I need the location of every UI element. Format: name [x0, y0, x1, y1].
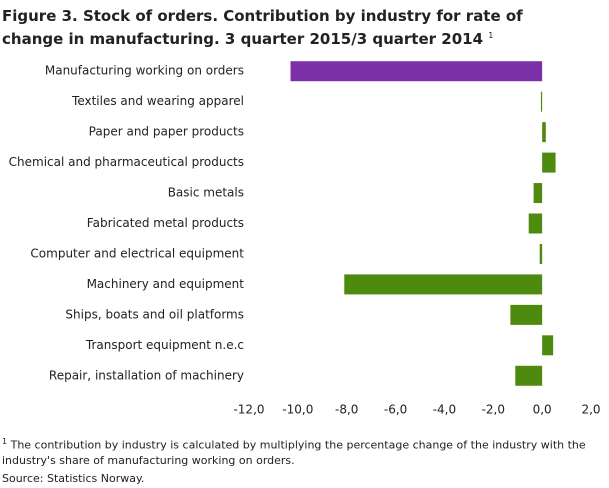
- y-tick-label: Fabricated metal products: [87, 216, 244, 230]
- y-tick-label: Repair, installation of machinery: [49, 368, 244, 382]
- title-note: 1: [488, 31, 494, 40]
- x-tick-label: 0,0: [533, 403, 552, 417]
- bar: [542, 335, 554, 356]
- bar: [290, 61, 543, 82]
- footnote: 1 The contribution by industry is calcul…: [2, 434, 602, 468]
- x-tick-label: -4,0: [433, 403, 456, 417]
- bar: [540, 91, 543, 112]
- footnote-text: The contribution by industry is calculat…: [2, 438, 586, 467]
- x-tick-label: -2,0: [482, 403, 505, 417]
- bar: [510, 304, 543, 325]
- bar: [542, 152, 556, 173]
- chart-title-block: Figure 3. Stock of orders. Contribution …: [2, 6, 562, 49]
- x-tick-label: 2,0: [581, 403, 600, 417]
- bar: [542, 122, 546, 143]
- bar: [515, 365, 543, 386]
- y-tick-label: Manufacturing working on orders: [45, 64, 244, 78]
- chart-title: Figure 3. Stock of orders. Contribution …: [2, 7, 523, 48]
- bar: [539, 243, 543, 264]
- chart: -12,0 -10,0 -8,0 -6,0 -4,0 -2,0 0,0 2,0 Manufact…: [9, 61, 601, 417]
- source: Source: Statistics Norway.: [2, 472, 145, 485]
- bar: [344, 274, 543, 295]
- x-tick-label: -6,0: [384, 403, 407, 417]
- y-tick-label: Textiles and wearing apparel: [71, 94, 244, 108]
- x-tick-label: -12,0: [233, 403, 264, 417]
- y-tick-label: Ships, boats and oil platforms: [65, 307, 244, 321]
- y-tick-label: Basic metals: [168, 186, 244, 200]
- x-tick-label: -8,0: [335, 403, 358, 417]
- bar: [528, 213, 543, 234]
- bar: [533, 183, 543, 204]
- y-tick-label: Paper and paper products: [89, 125, 244, 139]
- y-tick-label: Computer and electrical equipment: [30, 246, 244, 260]
- y-tick-label: Machinery and equipment: [87, 277, 245, 291]
- y-tick-label: Chemical and pharmaceutical products: [9, 155, 244, 169]
- x-tick-label: -10,0: [282, 403, 313, 417]
- footnote-marker: 1: [2, 437, 8, 446]
- y-tick-label: Transport equipment n.e.c: [85, 338, 244, 352]
